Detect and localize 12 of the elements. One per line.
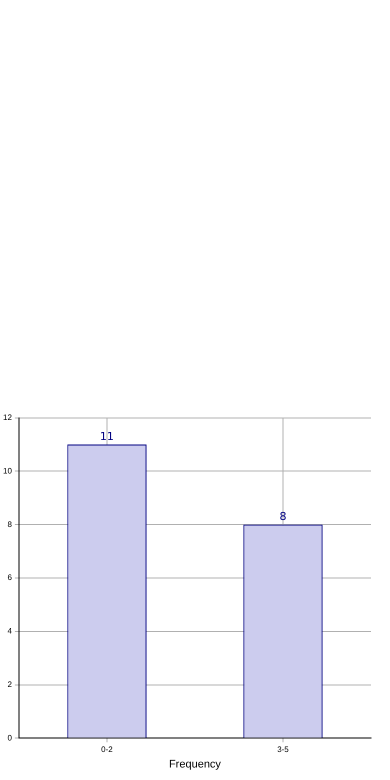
- y-tick-label: 4: [7, 626, 12, 636]
- x-axis-title: Frequency: [168, 758, 222, 770]
- y-tick-label: 2: [7, 680, 12, 690]
- data-label: 11: [100, 430, 114, 443]
- y-tick-label: 6: [7, 573, 12, 582]
- x-tick-label: 0-2: [101, 745, 114, 754]
- data-label: 8: [279, 510, 286, 523]
- y-tick-label: 0: [7, 733, 12, 742]
- x-tick-label: 3-5: [277, 745, 290, 754]
- y-tick-label: 12: [2, 413, 12, 422]
- y-tick-label: 10: [2, 466, 12, 476]
- y-tick-label: 8: [7, 520, 12, 529]
